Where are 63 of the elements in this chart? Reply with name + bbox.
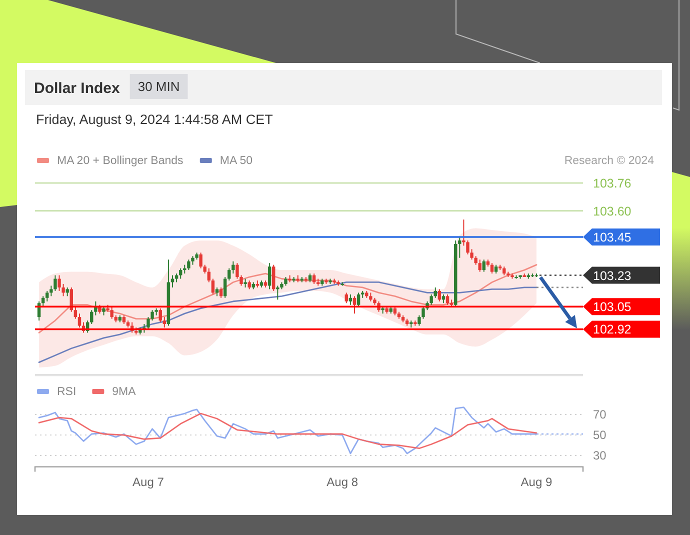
- candlestick: [470, 248, 474, 260]
- candlestick: [352, 296, 356, 314]
- candlestick: [490, 262, 494, 274]
- candlestick: [268, 262, 272, 290]
- candlestick: [78, 313, 82, 328]
- legend-label: MA 50: [220, 155, 252, 167]
- candlestick: [466, 240, 470, 255]
- candlestick: [438, 288, 442, 302]
- candlestick: [74, 306, 78, 320]
- candlestick: [54, 274, 57, 292]
- candlestick: [58, 274, 61, 292]
- candlestick: [236, 262, 239, 280]
- ref-line-label: 103.60: [593, 204, 632, 218]
- candlestick: [240, 274, 243, 286]
- chart-subtitle: Friday, August 9, 2024 1:44:58 AM CET: [36, 112, 273, 127]
- candlestick: [348, 294, 352, 306]
- candlestick: [90, 310, 94, 325]
- candlestick: [199, 252, 202, 269]
- text: 30 MIN: [138, 79, 180, 94]
- candlestick: [228, 268, 231, 281]
- candlestick: [422, 306, 425, 320]
- ref-line-label: 103.05: [593, 300, 632, 314]
- candlestick: [418, 314, 421, 326]
- line-series: [38, 412, 538, 450]
- candlestick: [458, 236, 462, 258]
- legend-label: MA 20 + Bollinger Bands: [57, 155, 184, 167]
- candlestick: [434, 286, 437, 298]
- ref-line-label: 103.76: [593, 176, 632, 190]
- candlestick: [211, 278, 215, 295]
- candlestick: [219, 286, 223, 298]
- candlestick: [94, 300, 98, 316]
- candlestick: [110, 306, 114, 320]
- candlestick: [207, 268, 211, 283]
- ref-line-label: 102.92: [593, 322, 632, 337]
- candlestick: [272, 264, 276, 292]
- ref-line-label: 103.23: [593, 268, 632, 283]
- y-tick-label: 70: [593, 408, 607, 422]
- chart-title: Dollar Index: [34, 80, 121, 97]
- candlestick: [178, 268, 182, 280]
- candlestick: [146, 316, 150, 330]
- x-tick-label: Aug 7: [132, 474, 164, 489]
- candlestick: [46, 290, 49, 302]
- legend-label: 9MA: [112, 386, 136, 398]
- y-tick-label: 30: [593, 448, 607, 463]
- candlestick: [446, 294, 450, 306]
- x-tick-label: Aug 9: [520, 474, 552, 489]
- candlestick: [150, 310, 154, 322]
- candlestick: [41, 296, 45, 308]
- x-tick-label: Aug 8: [326, 474, 358, 489]
- ref-line-label: 103.45: [593, 230, 632, 244]
- candlestick: [223, 276, 227, 298]
- candlestick: [232, 260, 235, 274]
- candlestick: [162, 316, 166, 328]
- candlestick: [276, 285, 280, 300]
- candlestick: [356, 292, 360, 308]
- candlestick: [478, 259, 482, 272]
- candlestick: [482, 259, 486, 272]
- candlestick: [344, 292, 348, 304]
- candlestick: [158, 308, 162, 323]
- legend-label: RSI: [57, 386, 76, 398]
- y-tick-label: 50: [593, 428, 607, 442]
- text: Research © 2024: [564, 155, 655, 167]
- candlestick: [187, 259, 190, 271]
